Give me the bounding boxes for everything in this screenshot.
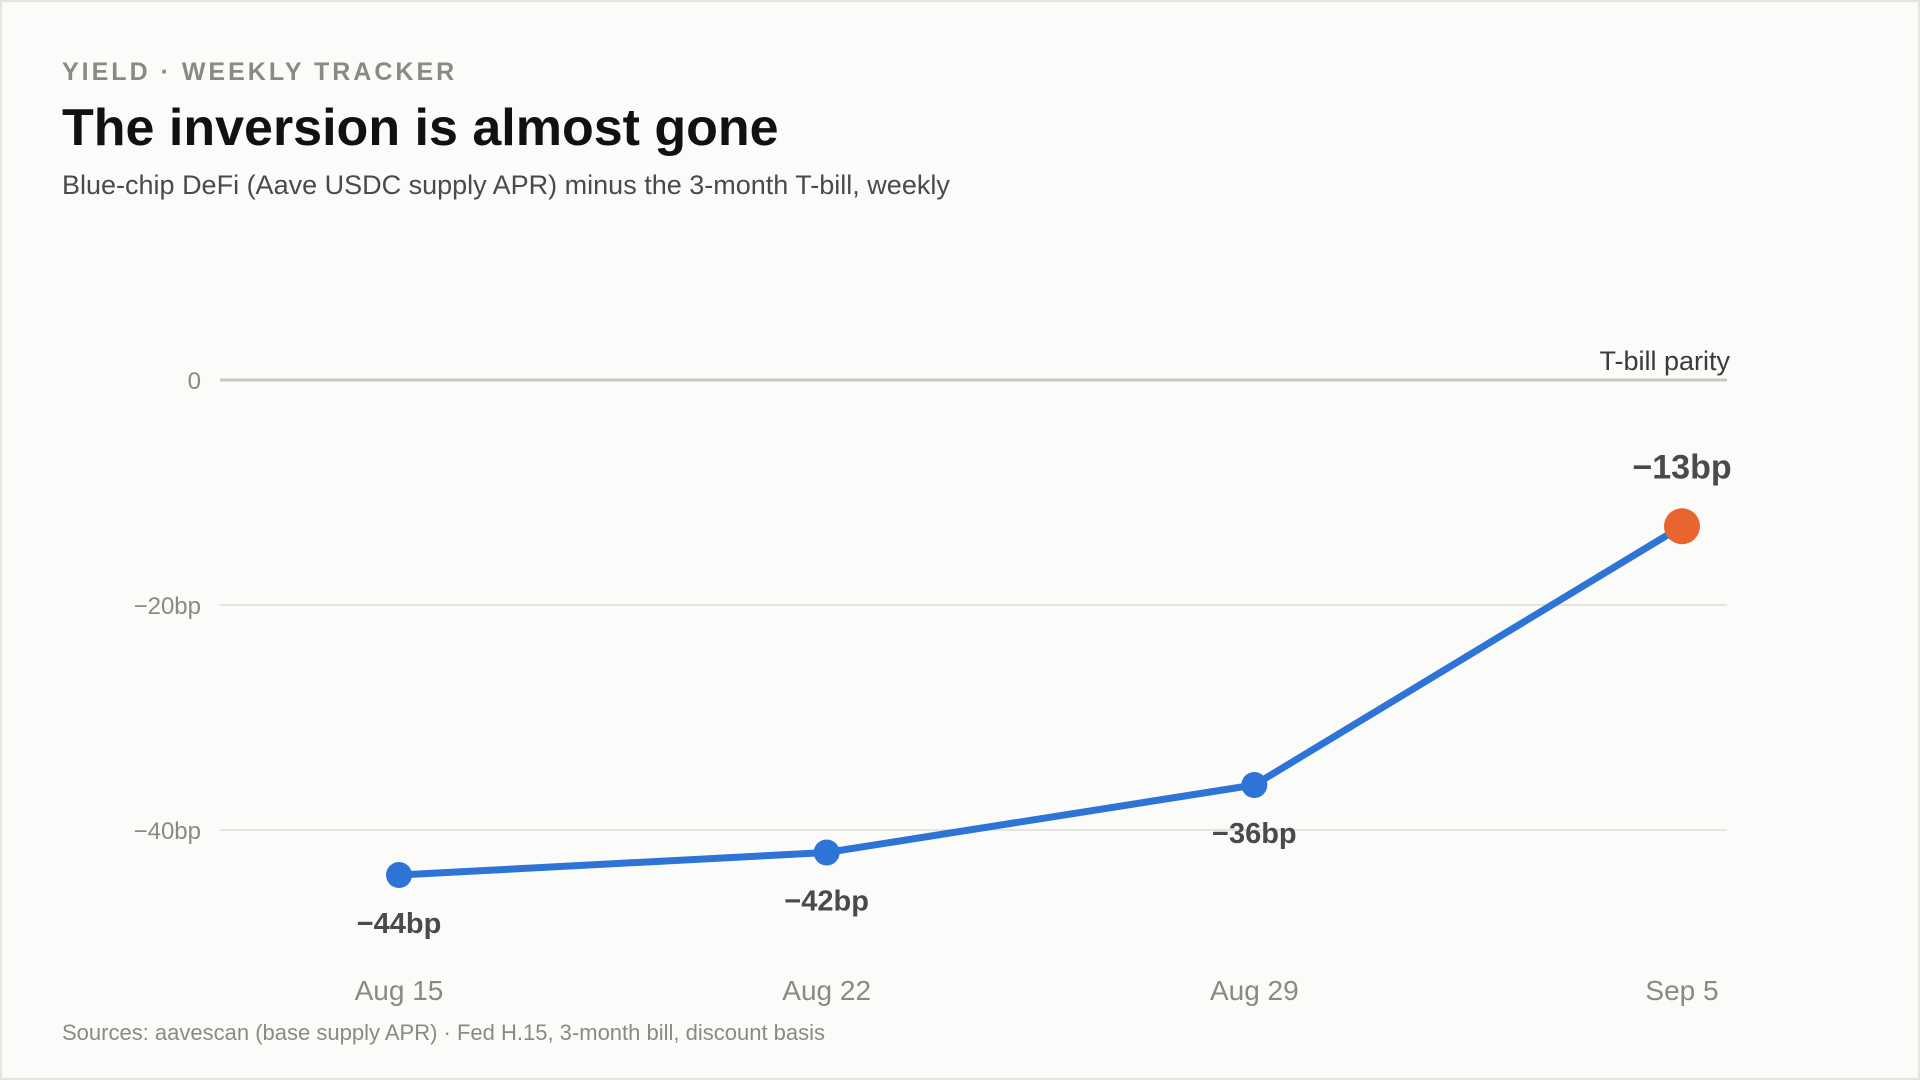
- y-axis-ticks: 0 −20bp −40bp: [134, 368, 201, 845]
- x-tick-label: Aug 22: [782, 975, 871, 1006]
- x-tick-label: Aug 15: [355, 975, 444, 1006]
- highlight-data-label: −13bp: [1632, 448, 1731, 486]
- data-labels: −44bp −42bp −36bp −13bp: [357, 448, 1732, 940]
- data-point: [386, 862, 412, 888]
- y-tick-label: 0: [188, 368, 201, 395]
- series-line-group: [395, 522, 1686, 879]
- data-label: −36bp: [1212, 818, 1297, 850]
- highlight-point: [1664, 508, 1700, 545]
- chart-subtitle: Blue-chip DeFi (Aave USDC supply APR) mi…: [62, 170, 950, 200]
- reference-line-group: T-bill parity: [220, 346, 1730, 382]
- chart-title: The inversion is almost gone: [62, 99, 779, 157]
- x-tick-label: Sep 5: [1645, 975, 1718, 1006]
- x-tick-label: Aug 29: [1210, 975, 1299, 1006]
- chart-kicker: YIELD · WEEKLY TRACKER: [62, 58, 458, 86]
- x-axis-ticks: Aug 15 Aug 22 Aug 29 Sep 5: [355, 975, 1719, 1006]
- data-label: −42bp: [784, 886, 869, 918]
- data-point: [813, 839, 840, 866]
- series-line: [395, 522, 1686, 879]
- chart-source-note: Sources: aavescan (base supply APR) · Fe…: [62, 1020, 826, 1045]
- reference-line-label: T-bill parity: [1599, 346, 1730, 376]
- y-tick-label: −40bp: [134, 818, 201, 845]
- y-tick-label: −20bp: [134, 593, 201, 620]
- data-point: [1241, 772, 1268, 798]
- data-points: [386, 508, 1700, 888]
- data-label: −44bp: [357, 908, 442, 940]
